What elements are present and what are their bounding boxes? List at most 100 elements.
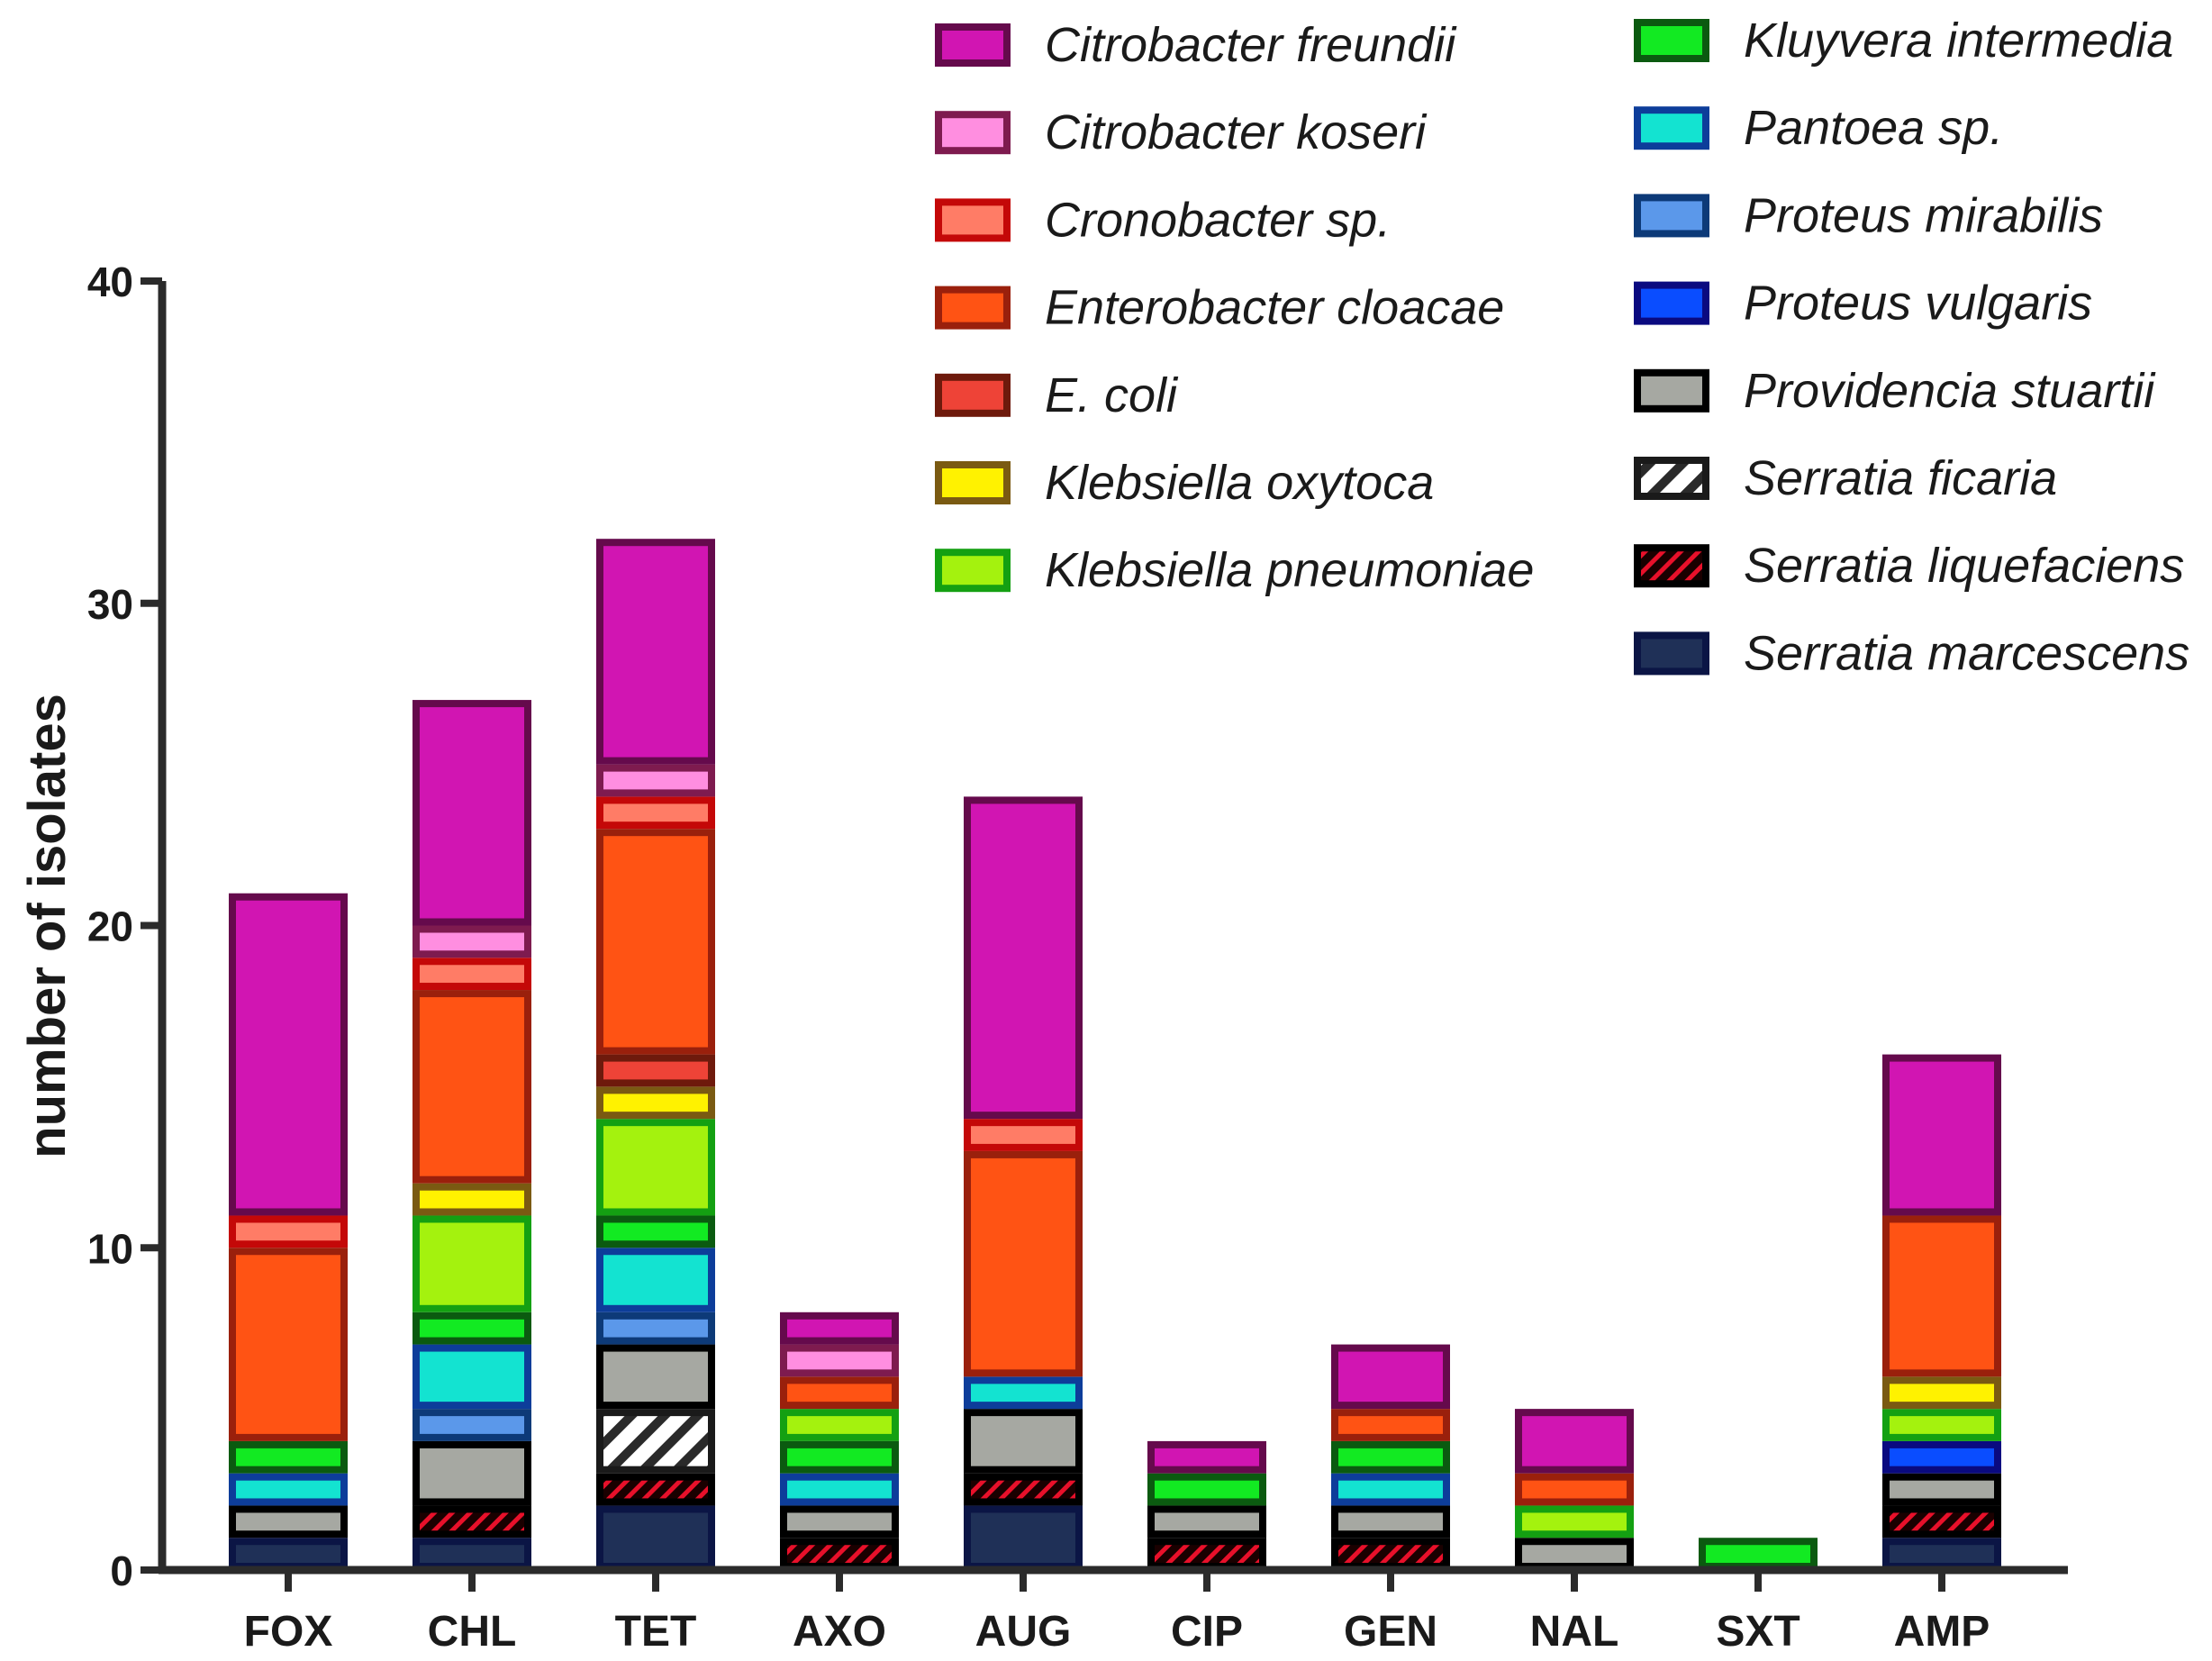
bar-segment-nal-klebsiella-pneumoniae [1515, 1505, 1634, 1538]
bar-segment-chl-enterobacter-cloacae [412, 990, 531, 1184]
bar-segment-amp-citrobacter-freundii [1882, 1054, 2001, 1216]
legend-item-klebsiella-pneumoniae: Klebsiella pneumoniae [935, 543, 1534, 597]
bar-segment-chl-providencia-stuartii [412, 1440, 531, 1506]
legend-item-pantoea-sp: Pantoea sp. [1634, 101, 2003, 155]
bar-segment-tet-kluyvera-intermedia [596, 1215, 715, 1248]
bar-segment-amp-klebsiella-oxytoca [1882, 1376, 2001, 1410]
legend-label-enterobacter-cloacae: Enterobacter cloacae [1045, 281, 1504, 335]
legend-label-klebsiella-oxytoca: Klebsiella oxytoca [1045, 456, 1434, 510]
legend-item-e-coli: E. coli [935, 368, 1179, 422]
legend-swatch-serratia-marcescens [1634, 631, 1709, 676]
bar-segment-tet-citrobacter-freundii [596, 539, 715, 765]
bar-segment-cip-citrobacter-freundii [1147, 1440, 1266, 1474]
bar-segment-tet-proteus-mirabilis [596, 1312, 715, 1345]
legend-swatch-proteus-mirabilis [1634, 194, 1709, 238]
bar-segment-fox-serratia-marcescens [229, 1538, 348, 1570]
legend-label-e-coli: E. coli [1045, 368, 1179, 422]
x-tick-label-sxt: SXT [1716, 1608, 1800, 1656]
bar-segment-chl-klebsiella-pneumoniae [412, 1215, 531, 1312]
legend-item-serratia-liquefaciens: Serratia liquefaciens [1634, 539, 2184, 593]
legend-item-cronobacter-sp: Cronobacter sp. [935, 193, 1391, 247]
bar-segment-axo-serratia-liquefaciens [780, 1538, 899, 1570]
bar-segment-nal-citrobacter-freundii [1515, 1409, 1634, 1474]
x-tick-label-aug: AUG [975, 1608, 1072, 1656]
bar-segment-axo-citrobacter-freundii [780, 1312, 899, 1345]
legend-item-serratia-ficaria: Serratia ficaria [1634, 451, 2057, 505]
bar-segment-nal-enterobacter-cloacae [1515, 1473, 1634, 1506]
bar-segment-aug-serratia-liquefaciens [964, 1473, 1083, 1506]
legend-swatch-serratia-liquefaciens [1634, 544, 1709, 588]
bar-segment-tet-serratia-liquefaciens [596, 1473, 715, 1506]
legend-label-cronobacter-sp: Cronobacter sp. [1045, 193, 1391, 247]
bar-segment-cip-serratia-liquefaciens [1147, 1538, 1266, 1570]
bar-segment-chl-citrobacter-freundii [412, 700, 531, 926]
y-tick-label: 0 [110, 1548, 133, 1594]
bar-segment-fox-kluyvera-intermedia [229, 1440, 348, 1474]
legend-item-citrobacter-freundii: Citrobacter freundii [935, 18, 1457, 72]
legend-swatch-pantoea-sp [1634, 106, 1709, 150]
bar-segment-gen-kluyvera-intermedia [1331, 1440, 1450, 1474]
bar-segment-axo-kluyvera-intermedia [780, 1440, 899, 1474]
legend-item-proteus-vulgaris: Proteus vulgaris [1634, 277, 2092, 331]
legend: Citrobacter freundii Citrobacter koseri Cr… [935, 14, 2189, 680]
legend-swatch-e-coli [935, 373, 1011, 417]
bar-segment-amp-providencia-stuartii [1882, 1473, 2001, 1506]
x-tick-label-cip: CIP [1171, 1608, 1243, 1656]
legend-label-proteus-mirabilis: Proteus mirabilis [1744, 188, 2103, 242]
legend-label-citrobacter-freundii: Citrobacter freundii [1045, 18, 1457, 72]
x-tick-label-axo: AXO [793, 1608, 886, 1656]
bar-segment-chl-proteus-mirabilis [412, 1409, 531, 1441]
bar-segment-fox-cronobacter-sp [229, 1215, 348, 1248]
bar-segment-tet-klebsiella-pneumoniae [596, 1119, 715, 1216]
bar-segment-cip-kluyvera-intermedia [1147, 1473, 1266, 1506]
legend-swatch-proteus-vulgaris [1634, 281, 1709, 325]
x-tick-label-fox: FOX [244, 1608, 333, 1656]
x-tick-label-amp: AMP [1894, 1608, 1990, 1656]
bar-segment-axo-citrobacter-koseri [780, 1344, 899, 1377]
legend-item-kluyvera-intermedia: Kluyvera intermedia [1634, 14, 2173, 68]
legend-item-providencia-stuartii: Providencia stuartii [1634, 364, 2156, 418]
y-tick-label: 10 [87, 1225, 133, 1272]
bar-segment-fox-enterobacter-cloacae [229, 1248, 348, 1441]
bar-segment-chl-kluyvera-intermedia [412, 1312, 531, 1345]
bar-segment-fox-pantoea-sp [229, 1473, 348, 1506]
bar-segment-chl-klebsiella-oxytoca [412, 1183, 531, 1216]
bar-segment-chl-cronobacter-sp [412, 958, 531, 991]
bar-segment-aug-cronobacter-sp [964, 1119, 1083, 1151]
legend-swatch-klebsiella-pneumoniae [935, 549, 1011, 593]
bar-segment-tet-providencia-stuartii [596, 1344, 715, 1410]
bar-segment-tet-e-coli [596, 1054, 715, 1087]
bar-segment-amp-proteus-vulgaris [1882, 1440, 2001, 1474]
bar-segment-amp-serratia-marcescens [1882, 1538, 2001, 1570]
y-ticks: 0 10 20 30 40 [87, 259, 162, 1594]
x-ticks: FOX CHL TET AXO AUG CIP GEN NAL SXT AMP [244, 1570, 1990, 1656]
bar-segment-gen-enterobacter-cloacae [1331, 1409, 1450, 1441]
bar-segment-axo-pantoea-sp [780, 1473, 899, 1506]
legend-label-klebsiella-pneumoniae: Klebsiella pneumoniae [1045, 543, 1534, 597]
bar-segment-chl-serratia-liquefaciens [412, 1505, 531, 1538]
bar-segment-aug-providencia-stuartii [964, 1409, 1083, 1474]
bar-segment-aug-pantoea-sp [964, 1376, 1083, 1410]
bar-segment-axo-klebsiella-pneumoniae [780, 1409, 899, 1441]
bar-segment-tet-serratia-marcescens [596, 1505, 715, 1570]
legend-swatch-enterobacter-cloacae [935, 286, 1011, 330]
bar-segment-tet-pantoea-sp [596, 1248, 715, 1312]
bar-segment-aug-enterobacter-cloacae [964, 1150, 1083, 1377]
bar-segment-tet-citrobacter-koseri [596, 764, 715, 797]
legend-swatch-citrobacter-koseri [935, 111, 1011, 155]
x-tick-label-nal: NAL [1530, 1608, 1619, 1656]
bar-segment-chl-serratia-marcescens [412, 1538, 531, 1570]
bar-segment-tet-serratia-ficaria [596, 1409, 715, 1474]
bar-segment-sxt-kluyvera-intermedia [1699, 1538, 1818, 1570]
bar-segment-amp-enterobacter-cloacae [1882, 1215, 2001, 1377]
x-tick-label-tet: TET [615, 1608, 697, 1656]
bar-segment-amp-klebsiella-pneumoniae [1882, 1409, 2001, 1441]
x-tick-label-gen: GEN [1344, 1608, 1437, 1656]
y-tick-label: 40 [87, 259, 133, 305]
y-tick-label: 30 [87, 581, 133, 628]
legend-label-providencia-stuartii: Providencia stuartii [1744, 364, 2156, 418]
bars-layer [229, 539, 2001, 1570]
bar-segment-aug-serratia-marcescens [964, 1505, 1083, 1570]
legend-item-enterobacter-cloacae: Enterobacter cloacae [935, 281, 1504, 335]
